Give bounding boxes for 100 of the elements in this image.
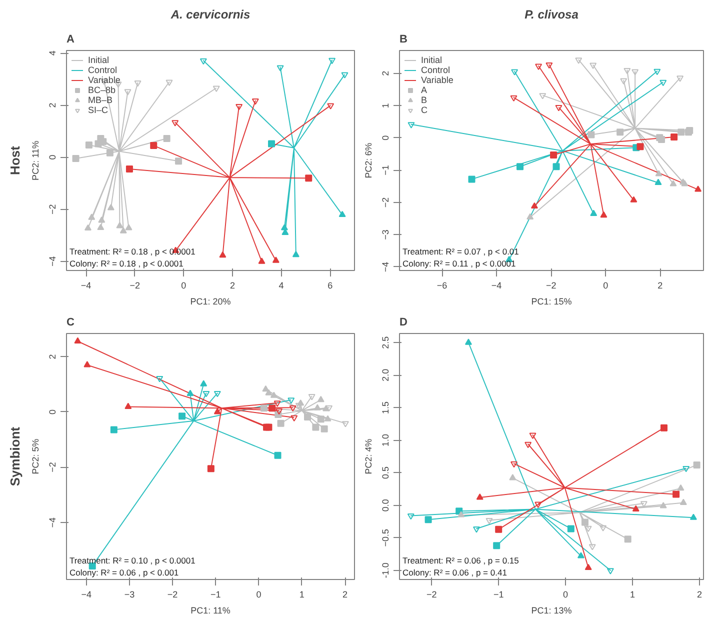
annotation: Colony: R² = 0.18 , p < 0.0001	[70, 258, 184, 268]
point	[219, 251, 226, 258]
point	[72, 155, 80, 162]
point	[270, 392, 278, 398]
x-tick-label: −2	[546, 280, 556, 290]
point	[539, 93, 546, 100]
x-axis-title: PC1: 11%	[190, 606, 230, 616]
point	[535, 64, 542, 70]
point	[632, 69, 639, 76]
point	[276, 408, 283, 415]
legend-label: B	[421, 95, 428, 105]
x-tick-label: 1	[299, 590, 304, 600]
point	[107, 204, 114, 210]
point	[468, 176, 476, 183]
text: A	[66, 34, 74, 46]
point	[584, 564, 592, 570]
point	[590, 62, 597, 69]
point	[530, 202, 538, 209]
point	[341, 72, 348, 78]
point	[98, 216, 106, 223]
y-tick-label: 1.0	[380, 434, 390, 446]
y-tick-label: 4	[48, 50, 58, 56]
y-tick-label: −3	[380, 230, 390, 240]
point	[529, 432, 536, 439]
point	[670, 180, 677, 186]
point	[156, 376, 164, 382]
legend-label: Initial	[88, 55, 110, 65]
x-tick-label: 4	[278, 280, 284, 290]
y-tick-label: −2	[48, 462, 58, 472]
point	[654, 68, 661, 76]
point	[524, 442, 532, 448]
point	[236, 104, 243, 110]
y-tick-label: 2.0	[380, 368, 390, 382]
point	[116, 222, 124, 228]
point	[327, 103, 334, 110]
x-axis-title: PC1: 13%	[531, 606, 572, 616]
point	[163, 135, 170, 142]
point	[620, 78, 628, 84]
point	[328, 58, 336, 64]
point	[660, 80, 667, 86]
point	[304, 413, 312, 420]
x-tick-label: −4	[81, 590, 92, 600]
x-tick-label: 2	[230, 280, 235, 290]
point	[106, 149, 114, 156]
legend-label: C	[421, 105, 428, 115]
x-tick-label: −2	[426, 590, 437, 600]
point	[655, 170, 662, 176]
point	[654, 178, 662, 185]
point	[676, 76, 684, 82]
point	[265, 389, 272, 396]
point	[200, 58, 207, 65]
point	[120, 227, 127, 234]
point	[172, 120, 179, 126]
point	[88, 214, 96, 220]
text: Symbiont	[8, 426, 22, 486]
point	[632, 505, 640, 512]
point	[526, 213, 534, 220]
x-tick-label: −2	[130, 280, 140, 290]
y-tick-label: 0	[48, 154, 58, 160]
point	[511, 69, 518, 76]
point	[97, 224, 104, 230]
x-tick-label: 0	[256, 590, 262, 600]
legend-label: MB–B	[88, 95, 113, 105]
point	[616, 128, 624, 136]
x-tick-label: 2	[658, 280, 663, 290]
x-tick-label: 6	[328, 280, 333, 290]
point	[262, 385, 270, 392]
point	[324, 415, 332, 422]
x-tick-label: −1	[493, 590, 504, 600]
point	[292, 250, 300, 258]
annotation: Colony: R² = 0.11 , p < 0.0001	[402, 258, 516, 268]
y-tick-label: 0.5	[380, 466, 390, 480]
x-tick-label: 0	[603, 280, 608, 290]
point	[458, 511, 465, 518]
point	[274, 400, 281, 407]
point	[134, 80, 142, 87]
y-tick-label: 2	[48, 102, 58, 108]
point	[588, 131, 595, 138]
y-axis-title: PC2: 4%	[364, 438, 374, 474]
annotation: Treatment: R² = 0.06 , p = 0.15	[402, 556, 520, 566]
point	[125, 224, 132, 230]
x-tick-label: 0	[181, 280, 186, 290]
legend-label: Variable	[421, 75, 454, 85]
y-tick-label: 2	[48, 354, 58, 360]
y-tick-label: -1.0	[380, 562, 390, 578]
point	[584, 526, 592, 532]
point	[268, 140, 276, 148]
annotation: Treatment: R² = 0.18 , p < 0.0001	[70, 246, 196, 256]
point	[166, 80, 173, 86]
legend-label: BC–8b	[88, 85, 116, 95]
y-tick-label: −1	[380, 165, 390, 176]
point	[175, 158, 182, 165]
x-tick-label: −3	[124, 590, 135, 600]
point	[317, 416, 324, 423]
y-tick-label: 2.5	[380, 336, 390, 349]
annotation: Colony: R² = 0.06 , p < 0.001	[70, 568, 179, 578]
y-tick-label: −4	[380, 262, 390, 272]
point	[677, 484, 684, 491]
point	[575, 58, 582, 64]
y-tick-label: −0.5	[380, 528, 390, 547]
